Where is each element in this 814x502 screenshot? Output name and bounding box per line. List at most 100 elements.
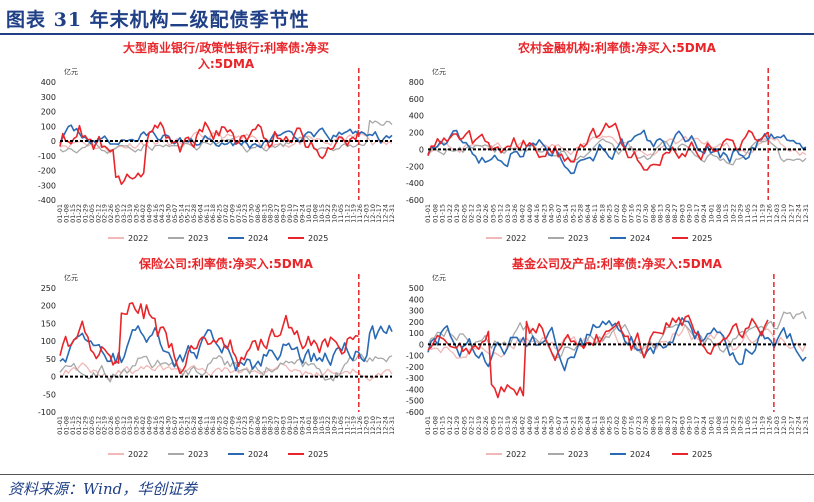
x-tick-label: 02-05 (460, 416, 468, 435)
x-tick-label: 07-02 (613, 416, 621, 435)
chart-title: 农村金融机构:利率债:净买入:5DMA (517, 40, 717, 55)
x-tick-label: 09-17 (693, 416, 701, 435)
x-tick-label: 08-13 (657, 204, 665, 223)
chart-svg: 保险公司:利率债:净买入:5DMA 亿元 250 200 150 100 50 0 -50 -10… (38, 256, 396, 459)
x-tick-label: 05-07 (171, 204, 179, 223)
legend-label-2023: 2023 (188, 450, 208, 459)
x-tick-label: 01-29 (82, 204, 90, 223)
y-tick-label: 300 (41, 93, 56, 102)
x-tick-label: 11-19 (758, 204, 766, 223)
x-tick-label: 12-03 (773, 204, 781, 223)
x-tick-label: 05-07 (171, 416, 179, 435)
x-tick-label: 04-16 (533, 416, 541, 435)
x-tick-label: 04-23 (540, 204, 548, 223)
x-tick-label: 07-16 (628, 416, 636, 435)
x-tick-label: 02-19 (101, 416, 109, 435)
x-tick-label: 04-30 (165, 416, 173, 435)
x-tick-label: 07-09 (620, 416, 628, 435)
x-tick-label: 03-26 (511, 204, 519, 223)
x-tick-label: 02-26 (482, 416, 490, 435)
y-tick-label: 0 (51, 373, 56, 382)
x-tick-label: 12-17 (375, 204, 383, 223)
y-tick-label: -400 (406, 385, 424, 394)
x-tick-label: 06-18 (209, 204, 217, 223)
x-tick-label: 01-15 (439, 204, 447, 223)
x-tick-label: 06-25 (216, 204, 224, 223)
x-tick-label: 07-23 (241, 416, 249, 435)
source-note: 资料来源：Wind，华创证券 (8, 480, 198, 498)
x-tick-label: 10-01 (305, 204, 313, 223)
chart-svg: 大型商业银行/政策性银行:利率债:净买入:5DMA 亿元 400 300 200 100 0… (38, 40, 396, 243)
x-tick-label: 01-08 (62, 204, 70, 223)
series-line-2025 (59, 121, 360, 185)
chart-svg: 农村金融机构:利率债:净买入:5DMA 亿元 800 600 400 200 0 -200 -4… (406, 40, 810, 243)
x-tick-label: 06-18 (598, 204, 606, 223)
chart-title: 大型商业银行/政策性银行:利率债:净买 (123, 40, 329, 55)
y-tick-label: -400 (38, 196, 56, 205)
x-tick-label: 04-02 (519, 416, 527, 435)
x-tick-label: 12-17 (787, 204, 795, 223)
x-tick-label: 03-26 (511, 416, 519, 435)
x-tick-label: 05-21 (569, 416, 577, 435)
x-tick-label: 07-09 (228, 416, 236, 435)
figure-title: 图表 31 年末机构二级配债季节性 (6, 9, 310, 31)
legend-label-2022: 2022 (506, 234, 526, 243)
legend-label-2022: 2022 (128, 450, 148, 459)
x-tick-label: 02-12 (94, 416, 102, 435)
x-tick-label: 08-20 (664, 416, 672, 435)
chart-panel-large-banks: 大型商业银行/政策性银行:利率债:净买 入:5DMA 亿元 400 300 200 100 0… (0, 38, 400, 252)
legend-label-2024: 2024 (630, 450, 650, 459)
x-tick-label: 06-11 (203, 416, 211, 435)
x-tick-label: 06-04 (584, 204, 592, 223)
x-tick-label: 07-30 (248, 416, 256, 435)
x-tick-label: 02-19 (101, 204, 109, 223)
x-tick-label: 11-19 (758, 416, 766, 435)
y-tick-label: 800 (409, 78, 424, 87)
y-tick-label: 400 (41, 78, 56, 87)
x-tick-label: 04-16 (152, 416, 160, 435)
x-tick-label: 08-06 (649, 416, 657, 435)
y-tick-label: 100 (41, 337, 56, 346)
x-tick-label: 07-30 (248, 204, 256, 223)
x-tick-label: 08-27 (273, 204, 281, 223)
x-tick-label: 09-24 (299, 204, 307, 223)
x-tick-label: 11-05 (337, 204, 345, 223)
x-tick-label: 04-30 (165, 204, 173, 223)
unit-label: 亿元 (64, 67, 78, 76)
chart-title: 保险公司:利率债:净买入:5DMA (138, 256, 314, 271)
y-tick-label: -100 (406, 352, 424, 361)
x-tick-label: 03-12 (120, 204, 128, 223)
y-tick-label: 0 (51, 137, 56, 146)
y-tick-label: -200 (38, 167, 56, 176)
x-tick-label: 11-26 (766, 204, 774, 223)
chart-title: 基金公司及产品:利率债:净买入:5DMA (511, 256, 723, 271)
x-tick-label: 03-26 (133, 416, 141, 435)
x-tick-label: 06-04 (196, 416, 204, 435)
x-tick-label: 10-01 (708, 416, 716, 435)
x-tick-label: 05-14 (562, 416, 570, 435)
x-tick-label: 05-28 (190, 204, 198, 223)
x-tick-label: 08-27 (671, 204, 679, 223)
series-line-2025 (427, 314, 769, 399)
x-tick-label: 08-13 (657, 416, 665, 435)
y-tick-label: -400 (406, 179, 424, 188)
series-line-2024 (427, 129, 807, 175)
y-tick-label: -100 (38, 408, 56, 417)
y-tick-label: -300 (406, 374, 424, 383)
x-tick-label: 05-14 (562, 204, 570, 223)
chart-svg: 基金公司及产品:利率债:净买入:5DMA 亿元 500 400 300 200 100 0 -1… (406, 256, 810, 459)
x-tick-label: 01-01 (424, 204, 432, 223)
x-tick-label: 03-12 (497, 204, 505, 223)
x-tick-label: 07-23 (635, 416, 643, 435)
x-tick-label: 02-12 (468, 416, 476, 435)
x-tick-label: 04-02 (519, 204, 527, 223)
x-tick-label: 08-06 (254, 204, 262, 223)
x-tick-label: 04-09 (526, 416, 534, 435)
x-tick-label: 10-29 (737, 416, 745, 435)
x-tick-label: 02-05 (460, 204, 468, 223)
x-tick-label: 05-21 (184, 204, 192, 223)
x-tick-label: 01-08 (62, 416, 70, 435)
x-tick-label: 10-22 (324, 416, 332, 435)
x-tick-label: 04-02 (139, 204, 147, 223)
x-tick-label: 06-25 (216, 416, 224, 435)
